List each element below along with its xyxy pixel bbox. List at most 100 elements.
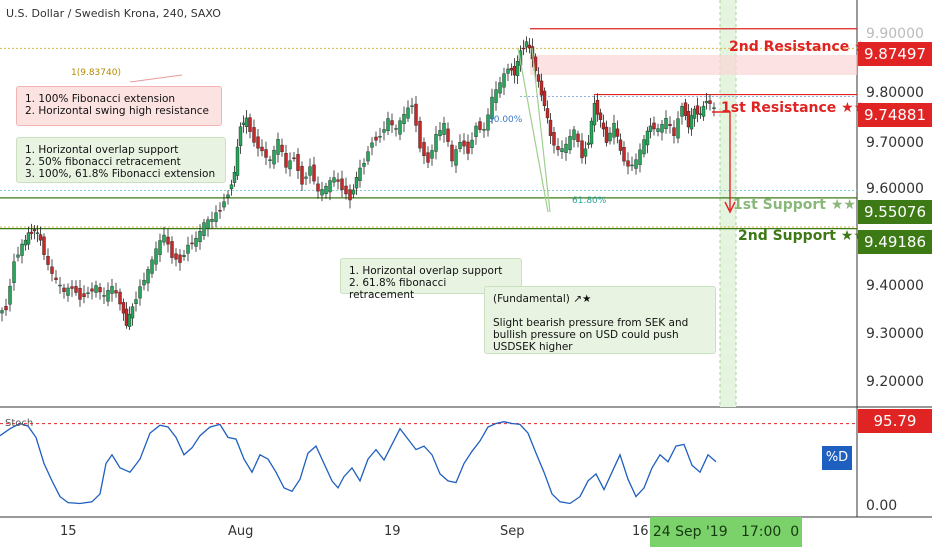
candle-body xyxy=(552,132,556,146)
candle-body xyxy=(62,287,66,292)
candle-body xyxy=(235,146,240,176)
candle-body xyxy=(232,171,237,183)
candle-body xyxy=(46,255,50,265)
candle-body xyxy=(276,139,280,155)
candle-body xyxy=(422,142,426,157)
candle-body xyxy=(390,120,394,126)
candle-body xyxy=(86,292,90,294)
candle-body xyxy=(362,163,366,167)
candle-body xyxy=(102,295,106,297)
candle-body xyxy=(502,73,506,88)
candle-body xyxy=(351,189,356,195)
fib-ext-note: 1. 100% Fibonacci extension 2. Horizonta… xyxy=(16,86,222,126)
candle-body xyxy=(589,120,594,145)
candle-body xyxy=(402,114,406,124)
candle-body xyxy=(498,82,502,94)
support2-note: 1. Horizontal overlap support 2. 61.8% f… xyxy=(340,258,522,301)
resistance1-label: 1st Resistance ★★ xyxy=(721,100,867,116)
support1-price-badge: 9.55076 xyxy=(858,200,932,224)
candle-body xyxy=(615,128,620,137)
candle-body xyxy=(280,144,284,153)
candle-body xyxy=(296,154,300,171)
candle-body xyxy=(664,118,668,129)
candle-body xyxy=(229,184,234,190)
price-tick: 9.30000 xyxy=(866,326,924,342)
candle-body xyxy=(146,269,150,284)
fib-50-label: 50.00% xyxy=(488,115,523,125)
candle-body xyxy=(450,144,454,162)
candle-body xyxy=(512,66,517,76)
candle-body xyxy=(595,99,600,115)
candle-body xyxy=(198,231,202,243)
candle-body xyxy=(354,177,359,189)
candle-body xyxy=(608,132,612,142)
candle-body xyxy=(106,290,110,302)
candle-body xyxy=(124,308,129,326)
candle-body xyxy=(238,126,243,146)
candle-body xyxy=(618,139,623,151)
candle-body xyxy=(114,290,118,294)
candle-body xyxy=(256,136,260,149)
candle-body xyxy=(358,167,362,181)
candle-body xyxy=(26,232,31,245)
fib-ext-projection-up xyxy=(517,47,549,213)
candle-body xyxy=(442,122,446,135)
candle-body xyxy=(708,100,712,104)
candle-body xyxy=(158,240,162,255)
resistance2-price-badge: 9.87497 xyxy=(858,42,932,66)
candle-body xyxy=(38,234,43,241)
candle-body xyxy=(536,74,541,82)
forecast-arrow xyxy=(712,111,731,210)
fib-100-label: 1(9.83740) xyxy=(71,68,121,78)
candle-body xyxy=(20,243,24,256)
candle-body xyxy=(312,164,316,182)
candle-body xyxy=(194,237,198,247)
candle-body xyxy=(686,111,691,128)
chart-title: U.S. Dollar / Swedish Krona, 240, SAXO xyxy=(6,7,221,20)
candle-body xyxy=(470,139,474,148)
candle-body xyxy=(568,136,572,151)
date-tick: 15 xyxy=(60,524,77,539)
candle-body xyxy=(74,286,78,293)
candle-body xyxy=(324,185,328,195)
price-tick: 9.20000 xyxy=(866,374,924,390)
candle-body xyxy=(474,125,478,137)
candle-body xyxy=(12,261,16,283)
candle-body xyxy=(336,179,340,182)
candle-body xyxy=(462,140,466,147)
support2-label: 2nd Support ★★ xyxy=(738,228,866,244)
candle-body xyxy=(630,164,634,167)
candle-body xyxy=(374,136,378,141)
candle-body xyxy=(518,50,523,66)
candle-body xyxy=(16,254,20,258)
candle-body xyxy=(272,149,276,165)
candle-body xyxy=(0,310,4,314)
candle-body xyxy=(509,67,514,71)
candle-body xyxy=(214,212,218,222)
candle-body xyxy=(698,113,703,115)
candle-body xyxy=(524,41,529,48)
candle-body xyxy=(178,254,182,263)
candle-body xyxy=(82,293,86,297)
candle-body xyxy=(50,266,54,274)
candle-body xyxy=(680,105,684,117)
candle-body xyxy=(668,123,672,126)
candle-body xyxy=(304,176,308,179)
stoch-label: Stoch xyxy=(5,418,34,429)
forecast-arrowhead xyxy=(724,201,736,214)
support1-label: 1st Support ★★★ xyxy=(733,197,869,213)
candle-body xyxy=(150,259,154,274)
candle-body xyxy=(58,284,62,287)
candle-body xyxy=(394,128,398,130)
candle-body xyxy=(656,128,660,132)
candle-body xyxy=(32,229,37,232)
candle-body xyxy=(78,287,82,300)
candle-body xyxy=(430,150,434,159)
candle-body xyxy=(8,285,12,305)
candle-body xyxy=(545,108,550,119)
candle-body xyxy=(174,253,178,260)
stoch-zero-tick: 0.00 xyxy=(866,498,898,514)
date-tick: Sep xyxy=(500,524,525,539)
candle-body xyxy=(676,118,680,139)
